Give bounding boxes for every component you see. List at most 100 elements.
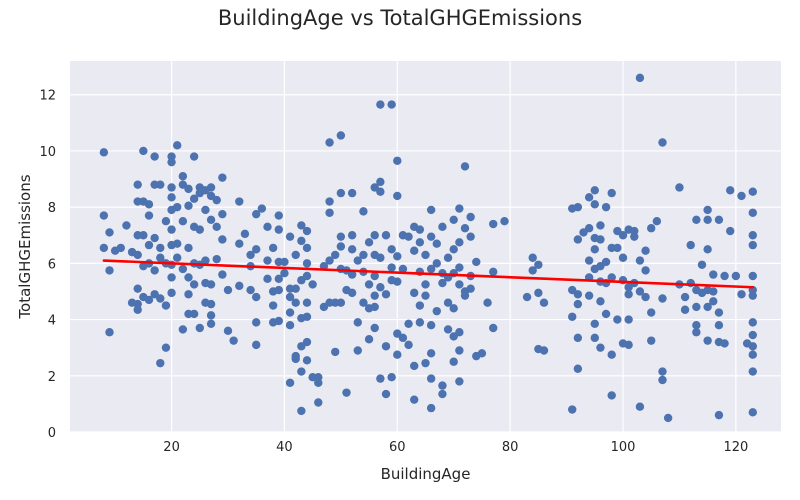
data-point [370,302,379,312]
data-point [252,245,261,254]
data-point [302,271,312,281]
data-point [99,243,109,253]
data-point [714,320,724,330]
data-point [314,372,323,382]
data-point [347,288,357,298]
data-point [105,266,114,275]
data-point [398,333,408,343]
x-tick-label: 80 [502,440,519,455]
data-point [590,186,599,195]
data-point [466,232,475,241]
data-point [189,152,199,161]
data-point [641,246,650,255]
data-point [161,301,171,310]
data-point [455,346,464,355]
data-point [528,266,537,275]
data-point [280,269,289,278]
data-point [601,309,611,319]
data-point [601,202,611,212]
data-point [167,260,176,269]
data-point [314,398,323,407]
data-point [455,377,464,386]
data-point [449,215,458,224]
data-point [268,243,278,253]
data-point [133,284,142,293]
data-point [376,283,385,292]
data-point [291,298,300,307]
data-point [415,318,425,327]
data-point [607,350,616,359]
data-point [449,304,458,313]
data-point [161,217,171,226]
data-point [584,256,594,265]
data-point [161,343,171,352]
data-point [173,239,182,248]
data-point [432,259,441,268]
data-point [201,205,210,215]
data-point [415,301,425,310]
data-point [455,238,464,247]
data-point [308,280,317,289]
data-point [584,193,594,202]
data-point [178,325,188,334]
data-point [410,361,419,371]
data-point [336,131,346,140]
data-point [167,288,176,298]
x-tick-label: 40 [276,440,293,455]
data-point [590,245,599,254]
data-point [737,191,746,201]
y-tick-label: 0 [48,426,56,441]
data-point [387,263,396,272]
data-point [285,308,295,317]
data-point [410,246,419,255]
data-point [596,343,605,352]
data-point [263,256,272,265]
data-point [618,253,628,262]
data-point [607,188,616,198]
data-point [252,292,261,302]
data-point [139,231,148,240]
data-point [167,193,176,202]
data-point [252,209,261,219]
data-point [325,208,334,217]
data-point [426,374,436,383]
data-point [641,292,650,302]
data-point [714,215,724,224]
data-point [466,212,475,222]
data-point [285,378,295,388]
data-point [613,315,622,324]
data-point [150,152,159,161]
data-point [714,410,724,420]
data-point [133,180,142,189]
x-tick-labels: 20 40 60 80 100 120 [163,440,748,455]
data-point [297,236,306,246]
data-point [353,256,362,265]
data-point [257,204,267,213]
data-point [630,232,639,241]
data-point [116,243,125,253]
data-point [748,342,757,351]
y-tick-label: 4 [48,314,56,329]
data-point [297,367,306,376]
data-point [302,312,312,321]
data-point [720,339,729,348]
data-point [709,287,718,296]
data-point [658,367,667,376]
data-point [703,302,712,312]
data-point [483,298,492,307]
data-point [438,381,447,390]
data-point [692,215,701,224]
data-point [235,197,244,206]
data-point [709,270,718,279]
data-point [297,221,306,230]
x-tick-label: 20 [163,440,180,455]
data-point [218,235,227,244]
data-point [528,253,537,262]
data-point [302,243,312,253]
data-point [105,328,114,337]
data-point [285,320,295,330]
data-point [658,375,667,385]
data-point [748,187,757,196]
data-point [325,256,334,265]
